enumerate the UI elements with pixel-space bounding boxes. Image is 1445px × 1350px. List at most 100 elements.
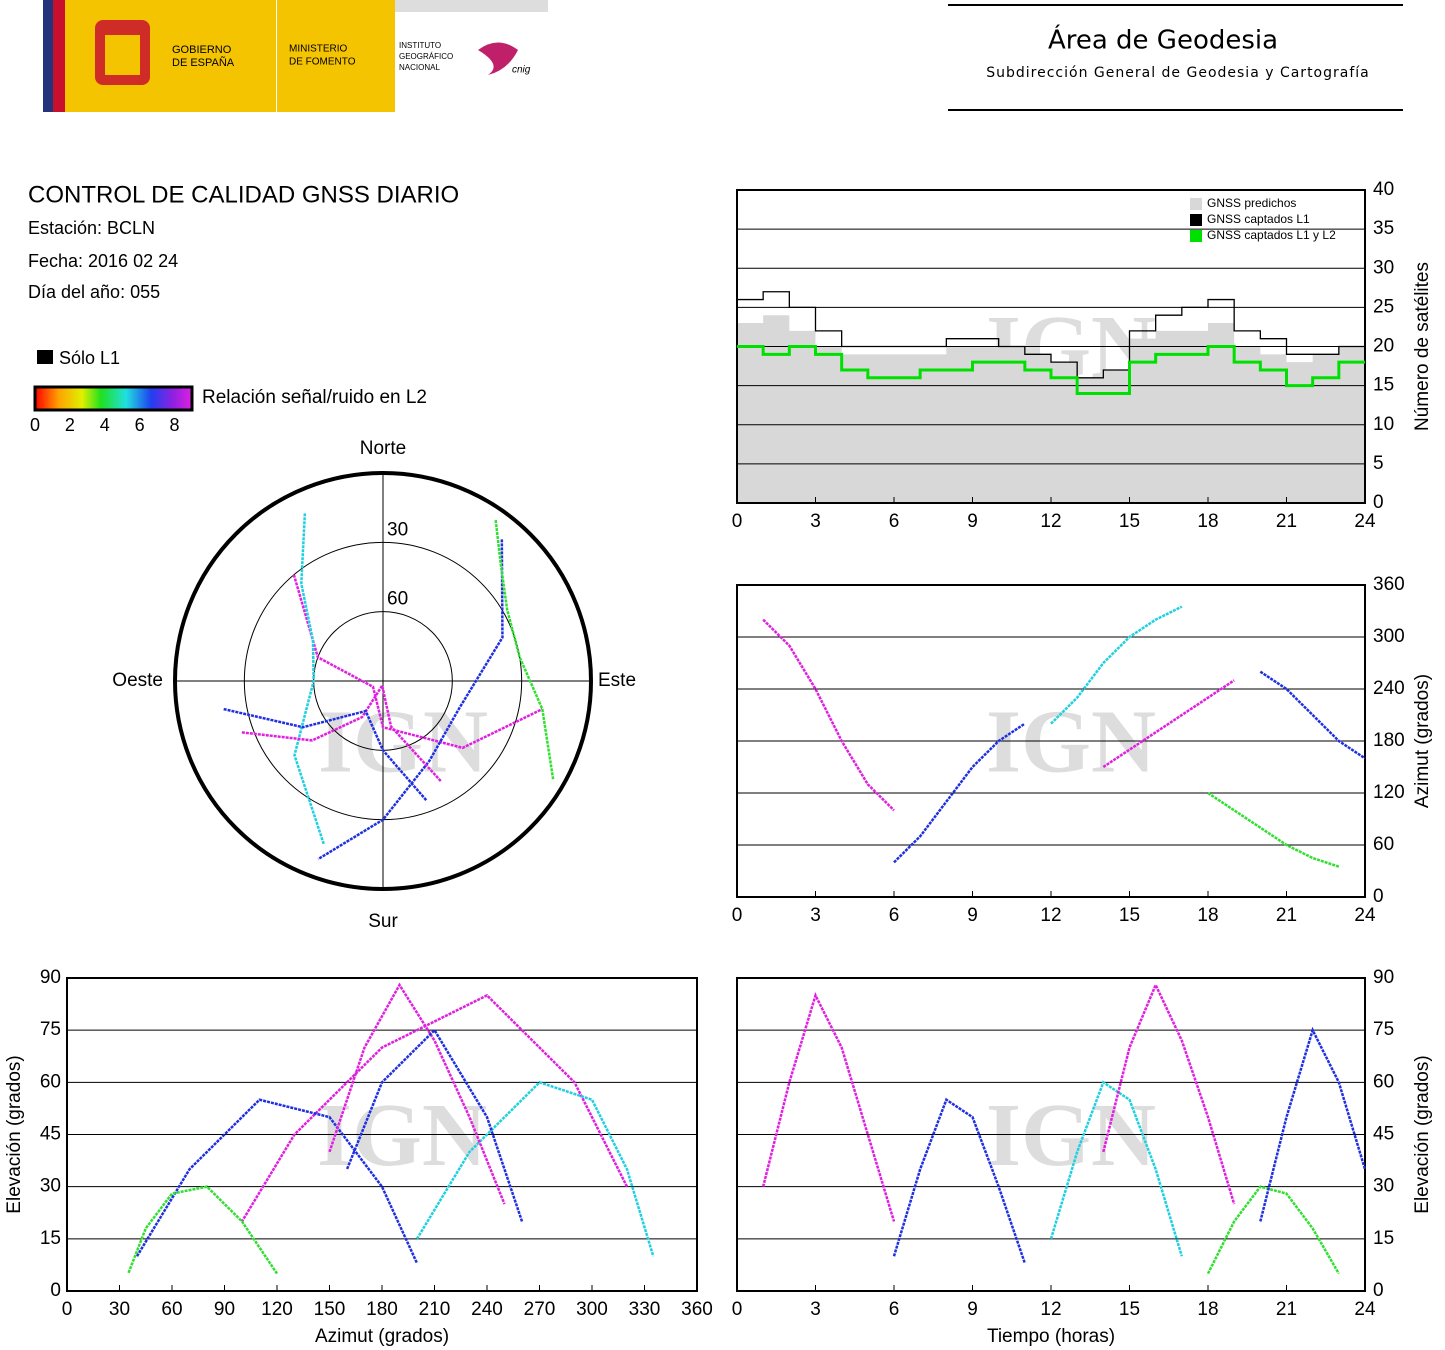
logo-text: GOBIERNO: [172, 44, 232, 56]
legend-swatch: [1190, 230, 1202, 242]
y-tick-label: 35: [1373, 218, 1394, 239]
sky-track: [317, 539, 504, 861]
x-tick-label: 6: [889, 1299, 900, 1320]
y-tick-label: 10: [1373, 414, 1394, 435]
x-tick-label: 18: [1197, 511, 1218, 532]
x-tick-label: 300: [576, 1299, 608, 1320]
y-tick-label: 20: [1373, 336, 1394, 357]
track: [1102, 679, 1235, 769]
sky-track: [223, 707, 428, 802]
header-subtitle: Subdirección General de Geodesia y Carto…: [986, 65, 1370, 81]
plot-frame: [66, 977, 698, 1292]
y-axis-label: Elevación (grados): [4, 1055, 25, 1213]
y-tick-label: 30: [1373, 1176, 1394, 1197]
report-title: CONTROL DE CALIDAD GNSS DIARIO: [28, 181, 459, 208]
sky-track: [494, 519, 555, 780]
x-tick-label: 24: [1354, 511, 1376, 532]
colorbar-tick-label: 4: [100, 415, 110, 435]
legend-label: GNSS predichos: [1207, 196, 1296, 210]
watermark: IGN: [986, 693, 1156, 792]
x-tick-label: 18: [1197, 1299, 1218, 1320]
track: [1102, 981, 1236, 1205]
x-tick-label: 21: [1276, 905, 1297, 926]
ring-label: 30: [387, 519, 408, 540]
x-tick-label: 21: [1276, 1299, 1297, 1320]
y-tick-label: 60: [40, 1071, 61, 1092]
x-tick-label: 0: [732, 905, 743, 926]
report-line: Estación: BCLN: [28, 218, 155, 238]
track: [415, 1080, 655, 1257]
x-tick-label: 360: [681, 1299, 713, 1320]
y-tick-label: 45: [1373, 1124, 1394, 1145]
x-tick-label: 3: [810, 1299, 821, 1320]
y-tick-label: 90: [40, 967, 61, 988]
x-tick-label: 270: [524, 1299, 556, 1320]
x-tick-label: 12: [1040, 511, 1061, 532]
plot-frame: [736, 977, 1366, 1292]
y-tick-label: 40: [1373, 179, 1394, 200]
y-axis-label: Elevación (grados): [1412, 1055, 1433, 1213]
y-tick-label: 180: [1373, 730, 1405, 751]
step-line: [737, 345, 1365, 395]
logo-text: NACIONAL: [399, 63, 440, 72]
y-tick-label: 0: [1373, 886, 1384, 907]
x-tick-label: 12: [1040, 1299, 1061, 1320]
legend-text: Sólo L1: [59, 348, 120, 368]
x-tick-label: 15: [1119, 1299, 1140, 1320]
logo-text: DE FOMENTO: [289, 57, 356, 68]
logo-block: GOBIERNO DE ESPAÑA MINISTERIO DE FOMENTO…: [43, 0, 548, 112]
track: [1259, 1026, 1367, 1222]
x-tick-label: 21: [1276, 511, 1297, 532]
y-tick-label: 60: [1373, 834, 1394, 855]
track: [1259, 670, 1366, 760]
colorbar-tick-label: 6: [135, 415, 145, 435]
track: [345, 1028, 524, 1222]
x-tick-label: 90: [214, 1299, 235, 1320]
y-tick-label: 75: [40, 1019, 61, 1040]
x-tick-label: 6: [889, 905, 900, 926]
x-tick-label: 24: [1354, 1299, 1376, 1320]
y-tick-label: 15: [1373, 1228, 1394, 1249]
x-tick-label: 3: [810, 511, 821, 532]
report-line: Día del año: 055: [28, 282, 160, 302]
x-tick-label: 330: [629, 1299, 661, 1320]
y-tick-label: 25: [1373, 296, 1394, 317]
track: [1206, 1185, 1340, 1275]
track: [240, 993, 629, 1223]
y-tick-label: 30: [40, 1176, 61, 1197]
y-tick-label: 90: [1373, 967, 1394, 988]
x-tick-label: 210: [419, 1299, 451, 1320]
sky-track: [241, 682, 442, 782]
track: [127, 1185, 279, 1275]
y-axis-label: Azimut (grados): [1412, 674, 1433, 808]
x-tick-label: 0: [62, 1299, 73, 1320]
x-tick-label: 240: [471, 1299, 503, 1320]
y-axis-label: Número de satélites: [1412, 262, 1433, 431]
ring-label: 60: [387, 589, 408, 610]
y-tick-label: 300: [1373, 626, 1405, 647]
x-tick-label: 12: [1040, 905, 1061, 926]
track: [1049, 1080, 1184, 1257]
x-tick-label: 3: [810, 905, 821, 926]
x-axis-label: Tiempo (horas): [987, 1326, 1115, 1347]
y-tick-label: 15: [40, 1228, 61, 1249]
watermark: IGN: [318, 693, 488, 792]
legend-swatch: [1190, 198, 1202, 210]
direction-label: Sur: [368, 911, 398, 932]
y-tick-label: 15: [1373, 375, 1394, 396]
track: [135, 1098, 419, 1264]
colorbar-label: Relación señal/ruido en L2: [202, 387, 427, 408]
track: [893, 722, 1026, 864]
x-tick-label: 9: [967, 1299, 978, 1320]
x-tick-label: 6: [889, 511, 900, 532]
x-tick-label: 9: [967, 905, 978, 926]
y-tick-label: 0: [1373, 1280, 1384, 1301]
x-axis-label: Azimut (grados): [315, 1326, 449, 1347]
plot-frame: [736, 584, 1366, 898]
track: [1050, 605, 1183, 725]
step-line: [737, 291, 1365, 379]
x-tick-label: 18: [1197, 905, 1218, 926]
x-tick-label: 9: [967, 511, 978, 532]
direction-label: Este: [598, 670, 636, 691]
